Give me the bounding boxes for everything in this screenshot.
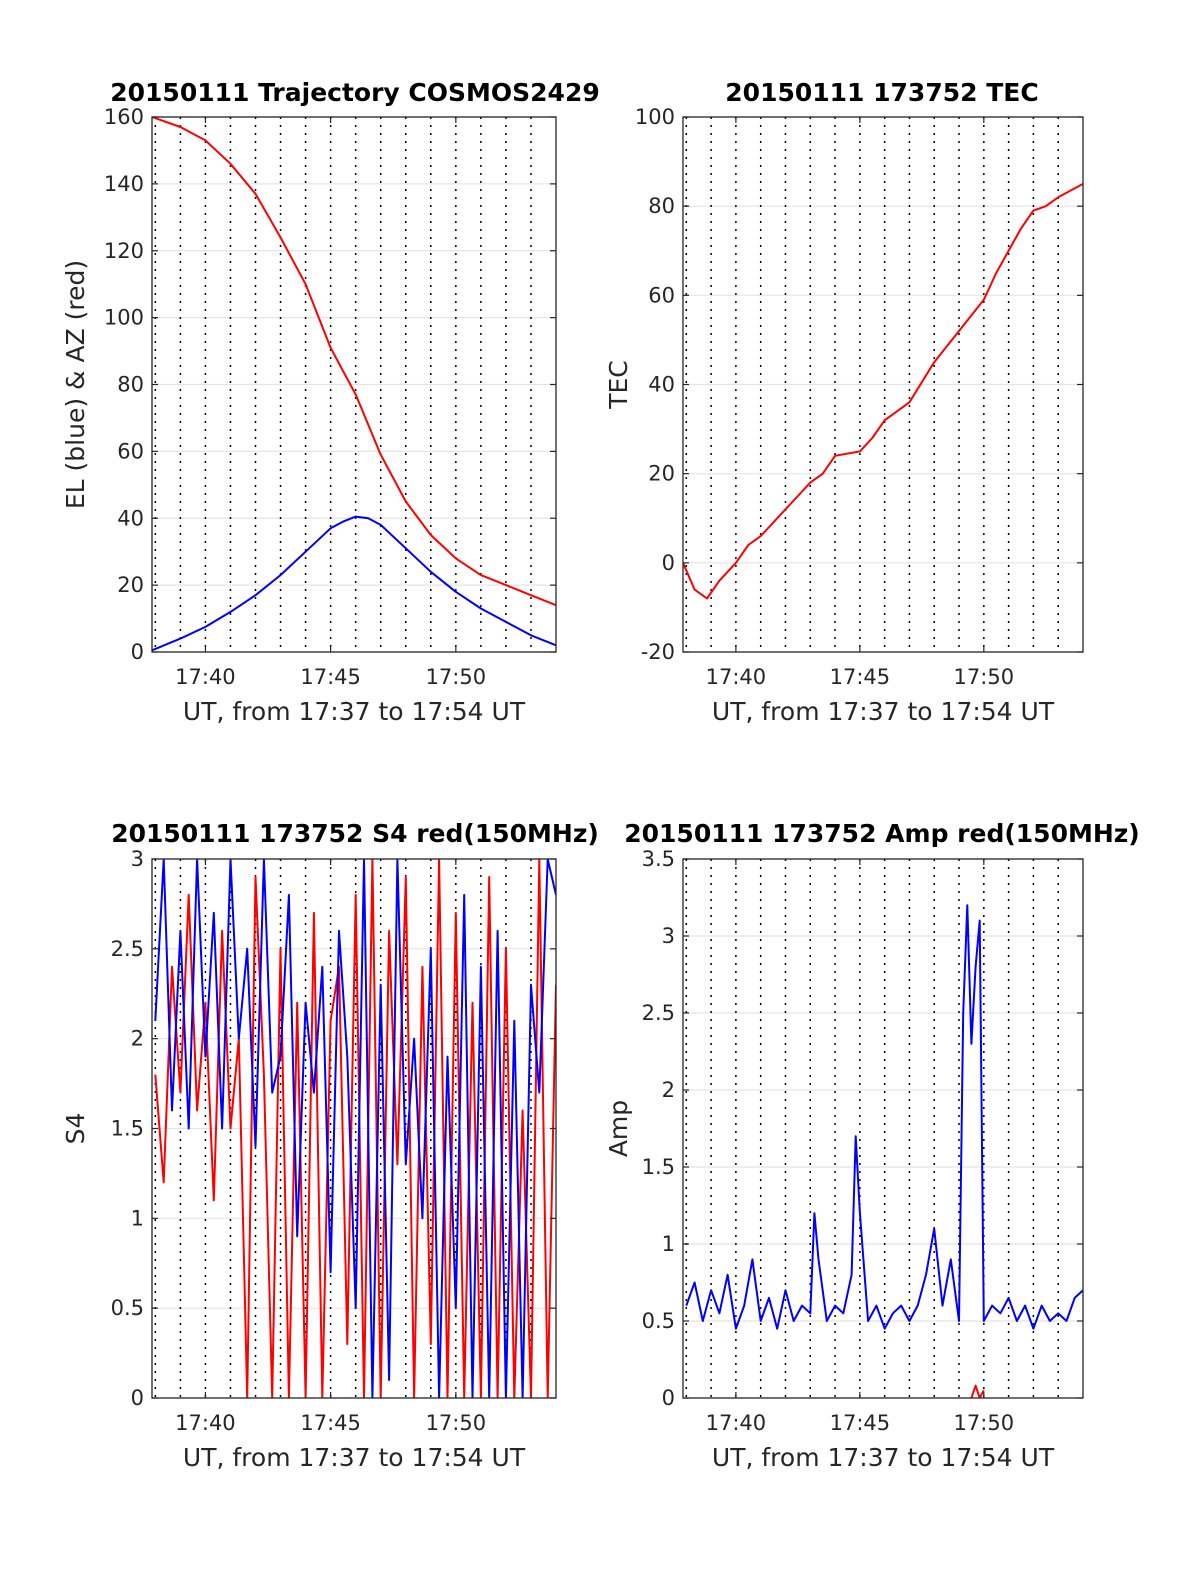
x-axis-label: UT, from 17:37 to 17:54 UT (183, 697, 526, 726)
y-tick-label: 40 (117, 506, 144, 530)
y-tick-label: 1.5 (111, 1117, 144, 1141)
chart-title: 20150111 Trajectory COSMOS2429 (110, 78, 600, 107)
x-axis-label: UT, from 17:37 to 17:54 UT (712, 1443, 1055, 1472)
y-tick-label: 160 (104, 105, 144, 129)
y-tick-label: 80 (648, 194, 675, 218)
y-tick-label: 0 (662, 551, 675, 575)
y-tick-label: 0.5 (111, 1296, 144, 1320)
chart-title: 20150111 173752 S4 red(150MHz) (111, 819, 599, 848)
y-axis-label: TEC (604, 360, 633, 410)
y-tick-label: 1.5 (642, 1155, 675, 1179)
y-tick-label: 0 (131, 640, 144, 664)
y-tick-label: 2.5 (111, 937, 144, 961)
chart-panel-4: 0 0.5 1 1.5 2 2.5 3 3.5 17:40 17:45 17:50 20150111 … (604, 819, 1140, 1472)
y-axis-label: S4 (61, 1113, 90, 1145)
x-tick-label: 17:45 (830, 665, 891, 689)
y-tick-label: -20 (641, 640, 675, 664)
series-line-1 (970, 1384, 985, 1398)
y-tick-label: 3 (662, 924, 675, 948)
y-axis-label: EL (blue) & AZ (red) (61, 260, 90, 509)
y-tick-label: 1 (662, 1232, 675, 1256)
chart-title: 20150111 173752 TEC (725, 78, 1038, 107)
axes-box (682, 858, 1084, 1399)
y-tick-label: 40 (648, 373, 675, 397)
y-tick-label: 100 (104, 306, 144, 330)
series-line-2 (152, 515, 556, 652)
x-tick-label: 17:45 (300, 1411, 361, 1435)
y-axis-label: Amp (604, 1100, 633, 1157)
x-tick-label: 17:50 (426, 1411, 487, 1435)
series-line-1 (152, 117, 556, 607)
y-tick-label: 60 (117, 439, 144, 463)
x-tick-label: 17:45 (300, 665, 361, 689)
x-axis-label: UT, from 17:37 to 17:54 UT (712, 697, 1055, 726)
y-tick-label: 80 (117, 373, 144, 397)
x-tick-label: 17:40 (175, 665, 236, 689)
y-tick-label: 3.5 (642, 847, 675, 871)
x-tick-label: 17:40 (706, 665, 767, 689)
x-tick-label: 17:50 (954, 1411, 1015, 1435)
y-tick-label: 3 (131, 847, 144, 871)
y-tick-label: 2.5 (642, 1001, 675, 1025)
y-tick-label: 120 (104, 239, 144, 263)
y-tick-label: 0.5 (642, 1309, 675, 1333)
series-line-1 (683, 183, 1083, 600)
y-tick-label: 100 (635, 105, 675, 129)
x-tick-label: 17:40 (175, 1411, 236, 1435)
y-tick-label: 0 (131, 1386, 144, 1410)
x-tick-label: 17:45 (830, 1411, 891, 1435)
y-tick-label: 20 (117, 573, 144, 597)
chart-title: 20150111 173752 Amp red(150MHz) (624, 819, 1140, 848)
y-tick-label: 60 (648, 283, 675, 307)
series-line-2 (685, 904, 1083, 1330)
y-tick-label: 2 (131, 1027, 144, 1051)
y-tick-label: 0 (662, 1386, 675, 1410)
chart-panel-1: 0 20 40 60 80 100 120 140 160 17:40 17:45 17:50 2015… (61, 78, 600, 726)
x-tick-label: 17:40 (706, 1411, 767, 1435)
chart-panel-3: 0 0.5 1 1.5 2 2.5 3 17:40 17:45 17:50 20150111 173… (61, 819, 599, 1472)
y-tick-label: 2 (662, 1078, 675, 1102)
series-line-1 (154, 859, 556, 1398)
series-line-2 (154, 859, 556, 1398)
x-axis-label: UT, from 17:37 to 17:54 UT (183, 1443, 526, 1472)
x-tick-label: 17:50 (426, 665, 487, 689)
y-tick-label: 20 (648, 462, 675, 486)
y-tick-label: 140 (104, 172, 144, 196)
y-tick-label: 1 (131, 1206, 144, 1230)
x-tick-label: 17:50 (954, 665, 1015, 689)
chart-panel-2: -20 0 20 40 60 80 100 17:40 17:45 17:50 20150111 1… (604, 78, 1084, 726)
